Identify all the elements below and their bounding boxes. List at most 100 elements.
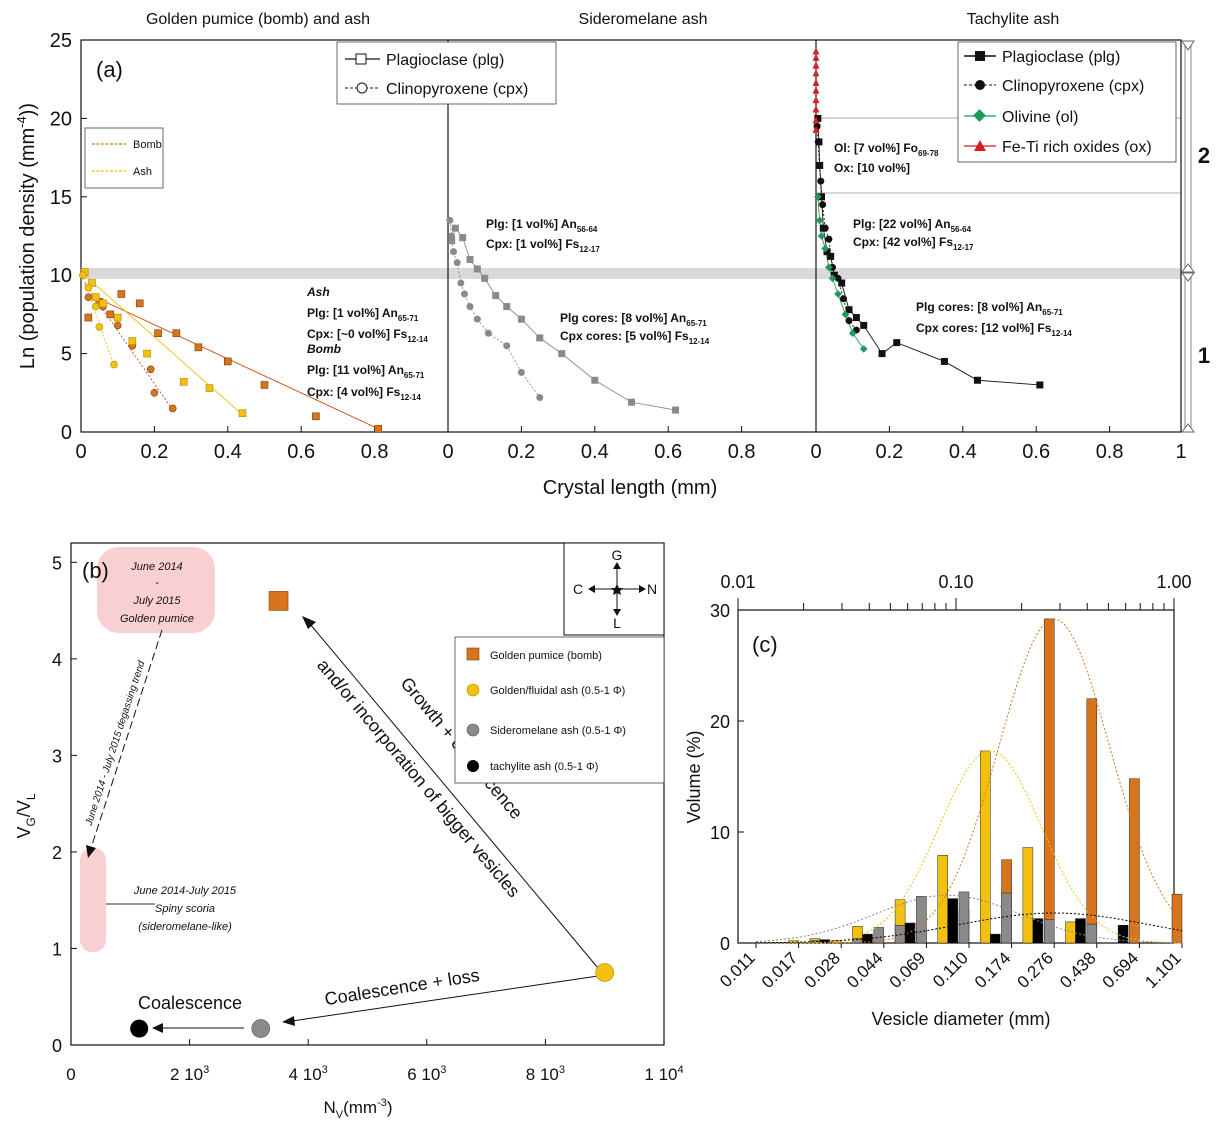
y-tick-label-a: 15 <box>50 187 72 209</box>
data-point-a <box>591 376 599 384</box>
threshold-band <box>81 268 1181 279</box>
svg-text:Ox: [10 vol%]: Ox: [10 vol%] <box>834 161 910 175</box>
data-point-a <box>459 234 467 242</box>
bar-c <box>916 896 927 944</box>
y-tick-label-a: 25 <box>50 30 72 52</box>
legend-left-a: Bomb Ash <box>84 127 164 189</box>
svg-text:Cpx: [1 vol%] Fs12-17: Cpx: [1 vol%] Fs12-17 <box>486 237 600 254</box>
data-point-a <box>205 384 214 392</box>
x-tick-label-b: 2 103 <box>170 1064 209 1084</box>
data-point-a <box>819 201 827 209</box>
y-tick-label-c: 10 <box>710 823 730 843</box>
svg-text:Cpx: [42 vol%] Fs12-17: Cpx: [42 vol%] Fs12-17 <box>853 235 974 252</box>
data-point-a <box>99 299 107 308</box>
data-point-a <box>812 78 820 86</box>
fit-curve-c <box>756 750 1182 944</box>
region-spiny-scoria <box>80 848 106 952</box>
data-point-a <box>973 376 981 384</box>
x-tick-label-c: 0.694 <box>1099 948 1143 992</box>
svg-text:Cpx: [4 vol%] Fs12-14: Cpx: [4 vol%] Fs12-14 <box>307 385 421 402</box>
data-point-a <box>113 313 122 322</box>
top-tick-label-c: 1.00 <box>1156 572 1191 592</box>
data-point-a <box>817 177 825 185</box>
degassing-arrowhead <box>86 845 96 858</box>
y-axis-label-c: Volume (%) <box>684 730 704 823</box>
svg-text:Plg cores: [8 vol%] An65-71: Plg cores: [8 vol%] An65-71 <box>916 300 1063 317</box>
data-point-a <box>312 412 320 421</box>
data-point-b <box>595 963 615 982</box>
data-point-a <box>466 256 474 264</box>
data-point-a <box>825 235 833 243</box>
y-tick-label-b: 3 <box>52 746 62 766</box>
fit-curve-a <box>88 293 383 431</box>
x-tick-label-c: 0.438 <box>1056 948 1100 992</box>
y-tick-label-b: 2 <box>52 843 62 863</box>
data-point-a <box>834 290 842 298</box>
data-point-a <box>812 61 820 69</box>
fit-curve-c <box>755 894 1182 944</box>
data-points-a <box>79 47 1044 433</box>
section-title-sideromelane: Sideromelane ash <box>579 11 708 28</box>
data-point-a <box>628 398 635 406</box>
x-tick-label-c: 0.028 <box>801 948 845 992</box>
x-tick-label-c: 0.044 <box>843 948 887 992</box>
x-tick-label-b: 4 103 <box>289 1064 328 1084</box>
data-point-a <box>84 313 93 322</box>
x-tick-label-a: 0.2 <box>507 441 535 463</box>
compass: G C N L <box>563 542 665 636</box>
x-tick-label-a: 0.8 <box>728 441 756 463</box>
data-point-a <box>143 349 151 358</box>
data-point-a <box>814 138 822 146</box>
x-tick-label-c: 0.174 <box>971 948 1015 992</box>
arrows-b <box>152 616 599 1033</box>
x-axis-label-a: Crystal length (mm) <box>543 477 717 499</box>
data-point-a <box>841 310 850 319</box>
data-point-a <box>179 378 188 386</box>
y-tick-label-c: 30 <box>710 601 730 621</box>
data-point-a <box>79 271 87 280</box>
data-point-a <box>815 161 823 169</box>
x-tick-label-a: 0.6 <box>654 441 682 463</box>
x-axis-label-c: Vesicle diameter (mm) <box>871 1009 1050 1029</box>
y-axis-label-b: VG/VL <box>14 793 38 838</box>
data-point-a <box>812 47 820 55</box>
legend-mid-a: Plagioclase (plg) Clinopyroxene (cpx) <box>336 41 557 105</box>
x-tick-label-a: 0.6 <box>1022 441 1050 463</box>
data-point-a <box>517 315 525 323</box>
svg-text:Golden pumice: Golden pumice <box>120 613 194 625</box>
data-point-a <box>224 357 232 366</box>
x-tick-label-a: 0.4 <box>214 441 242 463</box>
legend-bomb: Bomb <box>133 139 162 151</box>
data-point-a <box>91 302 100 311</box>
compass-n: N <box>647 581 657 597</box>
data-point-a <box>453 259 461 267</box>
y-tick-label-a: 10 <box>50 265 72 287</box>
bar-c <box>958 891 970 944</box>
data-point-a <box>1036 381 1044 389</box>
x-tick-label-a: 0 <box>810 441 821 463</box>
data-point-a <box>88 279 96 287</box>
data-point-a <box>812 116 820 124</box>
svg-text:Bomb: Bomb <box>307 342 341 356</box>
data-point-a <box>450 248 458 256</box>
y-axis-ticks-a: 0 5 10 15 20 25 <box>50 30 87 444</box>
x-tick-label-a: 0.4 <box>949 441 977 463</box>
data-point-a <box>503 342 511 350</box>
data-point-a <box>812 53 820 61</box>
data-point-a <box>106 310 115 319</box>
svg-text:June 2014-July 2015: June 2014-July 2015 <box>133 885 237 897</box>
legend-right-cpx: Clinopyroxene (cpx) <box>1002 78 1144 95</box>
bar-c <box>894 924 906 944</box>
legend-ash: Ash <box>133 166 152 178</box>
x-tick-label-c: 0.110 <box>929 948 972 991</box>
x-tick-label-a: 0.4 <box>581 441 609 463</box>
compass-c: C <box>573 581 583 597</box>
x-tick-label-a: 0 <box>442 441 453 463</box>
fit-curves-c <box>755 618 1183 944</box>
zone-bar: 2 1 <box>1181 40 1210 433</box>
data-point-a <box>830 271 838 279</box>
legend-b-tachylite: tachylite ash (0.5-1 Φ) <box>490 761 598 773</box>
bar-c <box>873 927 885 944</box>
bar-c <box>1022 847 1034 944</box>
x-tick-label-a: 0.2 <box>140 441 168 463</box>
